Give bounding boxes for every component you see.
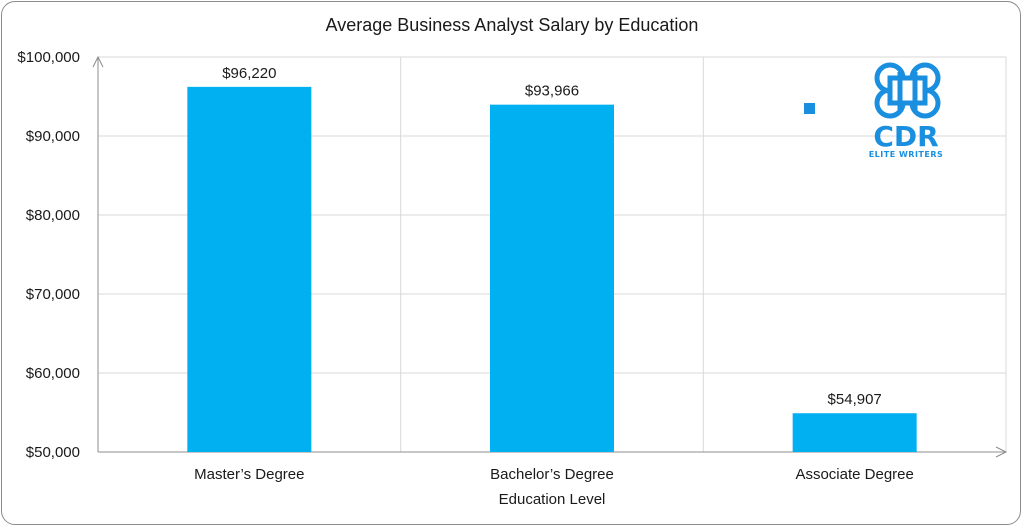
x-tick-labels: Master’s Degree Bachelor’s Degree Associat…: [194, 466, 914, 483]
y-tick-label: $80,000: [26, 207, 80, 224]
x-tick-label: Bachelor’s Degree: [490, 466, 614, 483]
cdr-logo: CDR ELITE WRITERS: [804, 62, 944, 159]
data-label: $93,966: [525, 83, 579, 100]
y-tick-label: $100,000: [17, 49, 80, 66]
data-label: $54,907: [828, 391, 882, 408]
y-tick-label: $50,000: [26, 444, 80, 461]
bar: [792, 413, 917, 452]
x-tick-label: Master’s Degree: [194, 466, 304, 483]
logo-square-marker: [804, 103, 815, 114]
bar: [490, 104, 614, 452]
y-tick-label: $90,000: [26, 128, 80, 145]
data-labels: $96,220 $93,966 $54,907: [222, 65, 882, 408]
y-tick-labels: $50,000 $60,000 $70,000 $80,000 $90,000 $100,…: [17, 49, 80, 461]
x-axis-arrow: [995, 446, 1008, 458]
chart-title: Average Business Analyst Salary by Educa…: [326, 15, 699, 35]
y-tick-label: $70,000: [26, 286, 80, 303]
bar: [187, 86, 312, 452]
command-icon: [874, 62, 941, 119]
logo-text: CDR: [873, 120, 938, 153]
bars: [187, 86, 917, 452]
data-label: $96,220: [222, 65, 276, 82]
y-axis-arrow: [92, 55, 104, 68]
y-tick-label: $60,000: [26, 365, 80, 382]
x-axis-label: Education Level: [499, 491, 606, 508]
logo-subtext: ELITE WRITERS: [869, 150, 944, 159]
x-tick-label: Associate Degree: [795, 466, 913, 483]
